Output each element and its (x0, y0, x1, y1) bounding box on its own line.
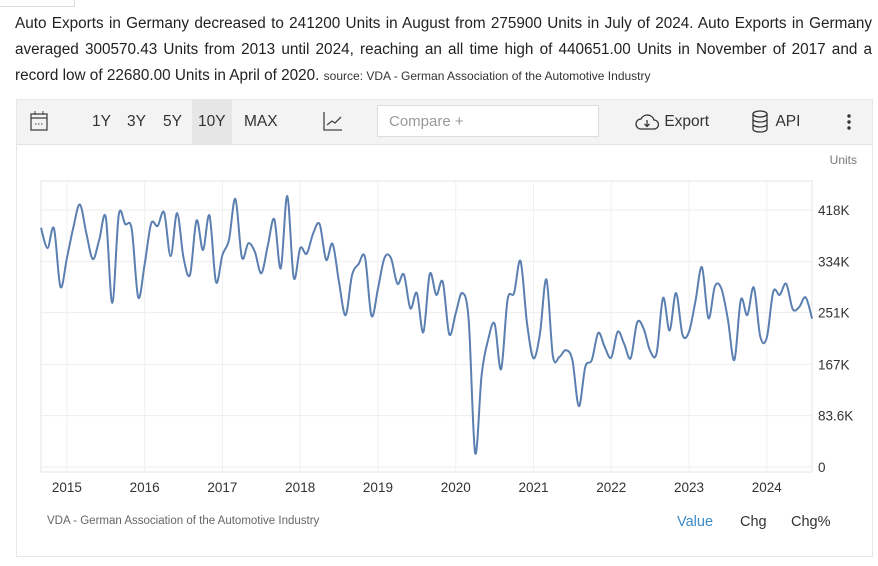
plot-border (40, 180, 813, 473)
y-tick-label: 0 (818, 460, 826, 475)
x-tick-label: 2019 (363, 480, 393, 495)
api-label: API (775, 113, 801, 130)
api-button[interactable]: API (750, 100, 800, 144)
export-label: Export (664, 113, 710, 130)
x-tick-label: 2018 (285, 480, 315, 495)
toolbar: 1Y 3Y 5Y 10Y MAX Compare + Export API (17, 100, 872, 145)
range-10y[interactable]: 10Y (192, 100, 232, 144)
x-tick-label: 2021 (518, 480, 548, 495)
y-tick-label: 167K (818, 357, 850, 372)
line-chart: Units 0 83.6K 167K 251K 334K 418K 2015 2016 201… (40, 153, 857, 495)
footer-source: VDA - German Association of the Automoti… (47, 515, 320, 527)
tab-chg-pct[interactable]: Chg% (791, 514, 831, 530)
y-tick-label: 418K (818, 203, 850, 218)
compare-input[interactable]: Compare + (377, 105, 599, 137)
range-1y[interactable]: 1Y (92, 113, 111, 130)
x-tick-label: 2020 (441, 480, 471, 495)
tab-value[interactable]: Value (677, 514, 714, 530)
x-tick-label: 2022 (596, 480, 626, 495)
export-button[interactable]: Export (634, 100, 709, 144)
chart-panel: 1Y 3Y 5Y 10Y MAX Compare + Export API (16, 99, 873, 557)
y-tick-label: 83.6K (818, 409, 853, 424)
calendar-icon[interactable] (29, 100, 49, 144)
range-max[interactable]: MAX (244, 113, 278, 130)
range-3y[interactable]: 3Y (127, 113, 146, 130)
y-tick-label: 334K (818, 255, 850, 270)
cloud-download-icon (635, 114, 660, 130)
x-tick-label: 2017 (207, 480, 237, 495)
x-tick-label: 2023 (674, 480, 704, 495)
x-tick-label: 2024 (752, 480, 783, 495)
tab-border (0, 0, 75, 7)
y-tick-label: 251K (818, 306, 850, 321)
tab-chg[interactable]: Chg (740, 514, 767, 530)
series-line (40, 195, 814, 455)
x-tick-label: 2015 (52, 480, 82, 495)
description-source: source: VDA - German Association of the … (323, 69, 651, 83)
line-chart-icon[interactable] (322, 100, 344, 144)
description: Auto Exports in Germany decreased to 241… (15, 11, 872, 89)
description-text: Auto Exports in Germany decreased to 241… (15, 15, 872, 84)
range-5y[interactable]: 5Y (163, 113, 182, 130)
x-tick-label: 2016 (130, 480, 160, 495)
database-icon (752, 110, 768, 133)
y-axis-unit: Units (830, 153, 857, 167)
more-vertical-icon[interactable] (845, 100, 853, 144)
